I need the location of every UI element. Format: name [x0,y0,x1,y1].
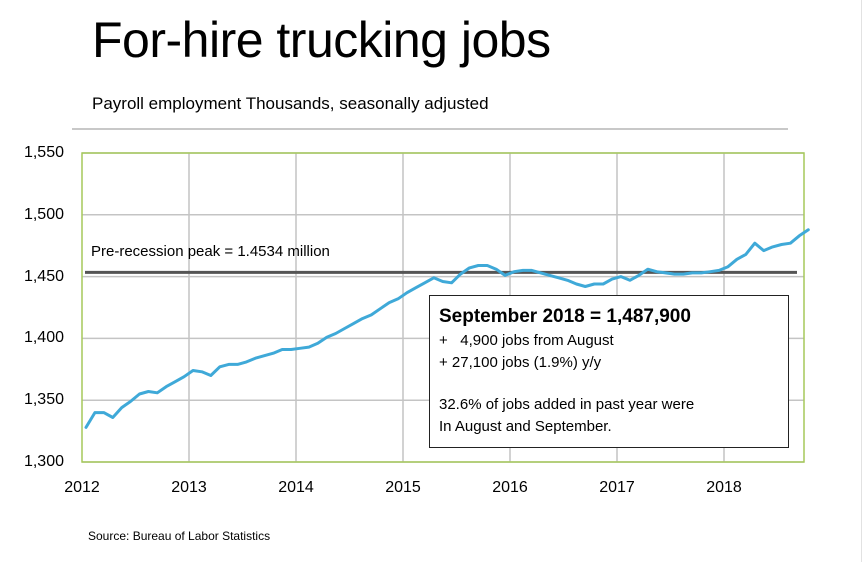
annotation-share-line2: In August and September. [439,418,612,435]
chart-subtitle: Payroll employment Thousands, seasonally… [92,94,489,113]
annotation-headline: September 2018 = 1,487,900 [439,306,691,327]
x-tick-label: 2013 [171,479,207,496]
y-tick-label: 1,450 [23,267,64,285]
annotation-share-line1: 32.6% of jobs added in past year were [439,396,695,413]
y-tick-label: 1,500 [23,205,64,223]
annotation-monthly-change: + 4,900 jobs from August [439,332,614,349]
plot-area-border [81,152,805,463]
annotation-yearly-change: + 27,100 jobs (1.9%) y/y [439,354,602,371]
annotation-box: September 2018 = 1,487,900 + 4,900 jobs … [429,295,789,448]
x-tick-label: 2014 [278,479,314,496]
x-tick-label: 2018 [706,479,742,496]
y-tick-label: 1,300 [23,453,64,470]
y-tick-label: 1,350 [23,391,64,409]
x-tick-label: 2017 [599,479,635,496]
x-tick-label: 2016 [492,479,528,496]
slide-edge [861,0,862,562]
y-tick-label: 1,550 [23,144,64,161]
reference-line-label: Pre-recession peak = 1.4534 million [91,243,330,260]
y-tick-label: 1,400 [23,329,64,347]
employment-series-line [84,228,810,429]
title-divider [72,128,788,130]
page-title: For-hire trucking jobs [92,12,551,68]
x-tick-label: 2012 [64,479,100,496]
annotation-spacer [439,374,788,394]
x-tick-label: 2015 [385,479,421,496]
source-note: Source: Bureau of Labor Statistics [88,529,271,543]
